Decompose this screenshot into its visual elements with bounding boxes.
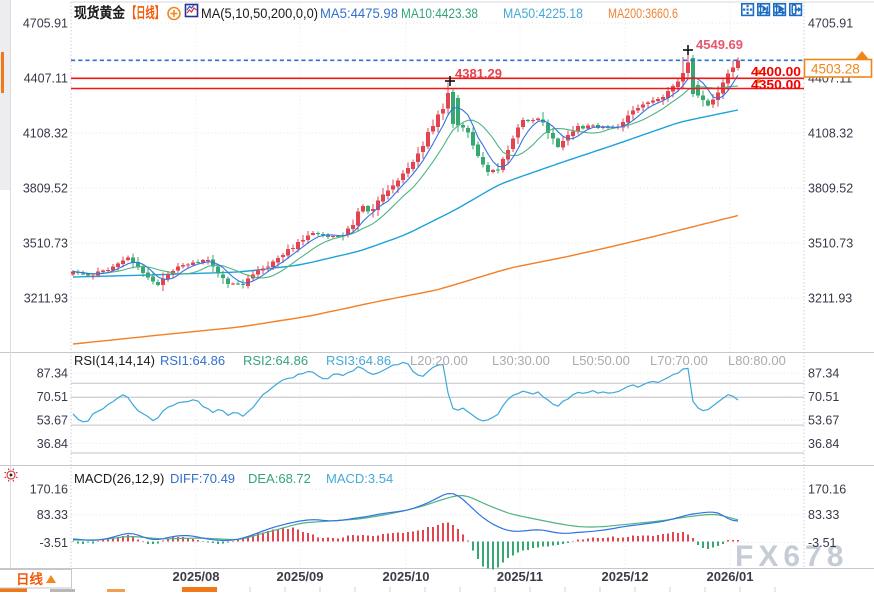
svg-text:3510.73: 3510.73 [808, 237, 853, 251]
svg-text:【日线】: 【日线】 [127, 4, 164, 22]
svg-text:70.51: 70.51 [37, 390, 68, 404]
svg-text:2025/11: 2025/11 [497, 569, 543, 584]
svg-text:2025/12: 2025/12 [602, 569, 649, 584]
svg-text:53.67: 53.67 [37, 413, 68, 427]
svg-text:4108.32: 4108.32 [808, 127, 853, 141]
svg-text:3510.73: 3510.73 [23, 237, 68, 251]
svg-text:87.34: 87.34 [37, 367, 68, 381]
svg-text:4407.11: 4407.11 [24, 72, 68, 86]
svg-text:L30:30.00: L30:30.00 [492, 353, 550, 368]
svg-text:日线: 日线 [16, 571, 43, 587]
svg-text:2025/08: 2025/08 [173, 569, 220, 584]
svg-text:36.84: 36.84 [808, 437, 839, 451]
svg-text:170.16: 170.16 [808, 483, 846, 497]
svg-text:4705.91: 4705.91 [23, 17, 68, 31]
svg-text:3809.52: 3809.52 [808, 182, 853, 196]
svg-text:4400.00: 4400.00 [751, 64, 801, 79]
svg-text:现货黄金: 现货黄金 [74, 4, 125, 22]
svg-text:MA5:4475.98: MA5:4475.98 [320, 6, 398, 21]
svg-text:2026/01: 2026/01 [707, 569, 754, 584]
svg-text:-3.51: -3.51 [808, 536, 837, 550]
svg-text:DIFF:70.49: DIFF:70.49 [170, 471, 235, 486]
svg-text:MA50:4225.18: MA50:4225.18 [503, 6, 583, 21]
svg-text:DEA:68.72: DEA:68.72 [248, 471, 311, 486]
svg-text:4381.29: 4381.29 [455, 66, 502, 81]
svg-text:3211.93: 3211.93 [24, 292, 68, 306]
svg-text:MACD:3.54: MACD:3.54 [326, 471, 393, 486]
svg-text:53.67: 53.67 [808, 413, 839, 427]
svg-text:L80:80.00: L80:80.00 [728, 353, 786, 368]
svg-text:36.84: 36.84 [37, 437, 68, 451]
svg-text:4503.28: 4503.28 [811, 62, 860, 77]
svg-text:4549.69: 4549.69 [696, 37, 743, 52]
svg-text:4108.32: 4108.32 [23, 127, 68, 141]
svg-text:RSI(14,14,14): RSI(14,14,14) [74, 353, 155, 368]
svg-text:MACD(26,12,9): MACD(26,12,9) [74, 471, 164, 486]
svg-text:MA10:4423.38: MA10:4423.38 [401, 6, 478, 21]
svg-text:L70:70.00: L70:70.00 [650, 353, 708, 368]
svg-text:RSI1:64.86: RSI1:64.86 [160, 353, 225, 368]
svg-text:3211.93: 3211.93 [808, 292, 852, 306]
svg-text:-3.51: -3.51 [40, 536, 69, 550]
svg-text:FX678: FX678 [735, 540, 848, 573]
svg-text:83.33: 83.33 [808, 508, 839, 522]
svg-text:87.34: 87.34 [808, 367, 839, 381]
svg-text:4705.91: 4705.91 [808, 17, 853, 31]
svg-text:L50:50.00: L50:50.00 [572, 353, 630, 368]
svg-text:RSI2:64.86: RSI2:64.86 [243, 353, 308, 368]
svg-text:70.51: 70.51 [808, 390, 839, 404]
svg-text:4350.00: 4350.00 [751, 77, 801, 92]
svg-text:MA(5,10,50,200,0,0): MA(5,10,50,200,0,0) [201, 6, 318, 21]
svg-text:83.33: 83.33 [37, 508, 68, 522]
svg-text:RSI3:64.86: RSI3:64.86 [326, 353, 391, 368]
svg-text:2025/09: 2025/09 [277, 569, 324, 584]
svg-text:MA200:3660.6: MA200:3660.6 [608, 6, 678, 21]
svg-text:L20:20.00: L20:20.00 [410, 353, 468, 368]
svg-text:170.16: 170.16 [30, 483, 68, 497]
svg-text:2025/10: 2025/10 [383, 569, 430, 584]
svg-text:3809.52: 3809.52 [23, 182, 68, 196]
